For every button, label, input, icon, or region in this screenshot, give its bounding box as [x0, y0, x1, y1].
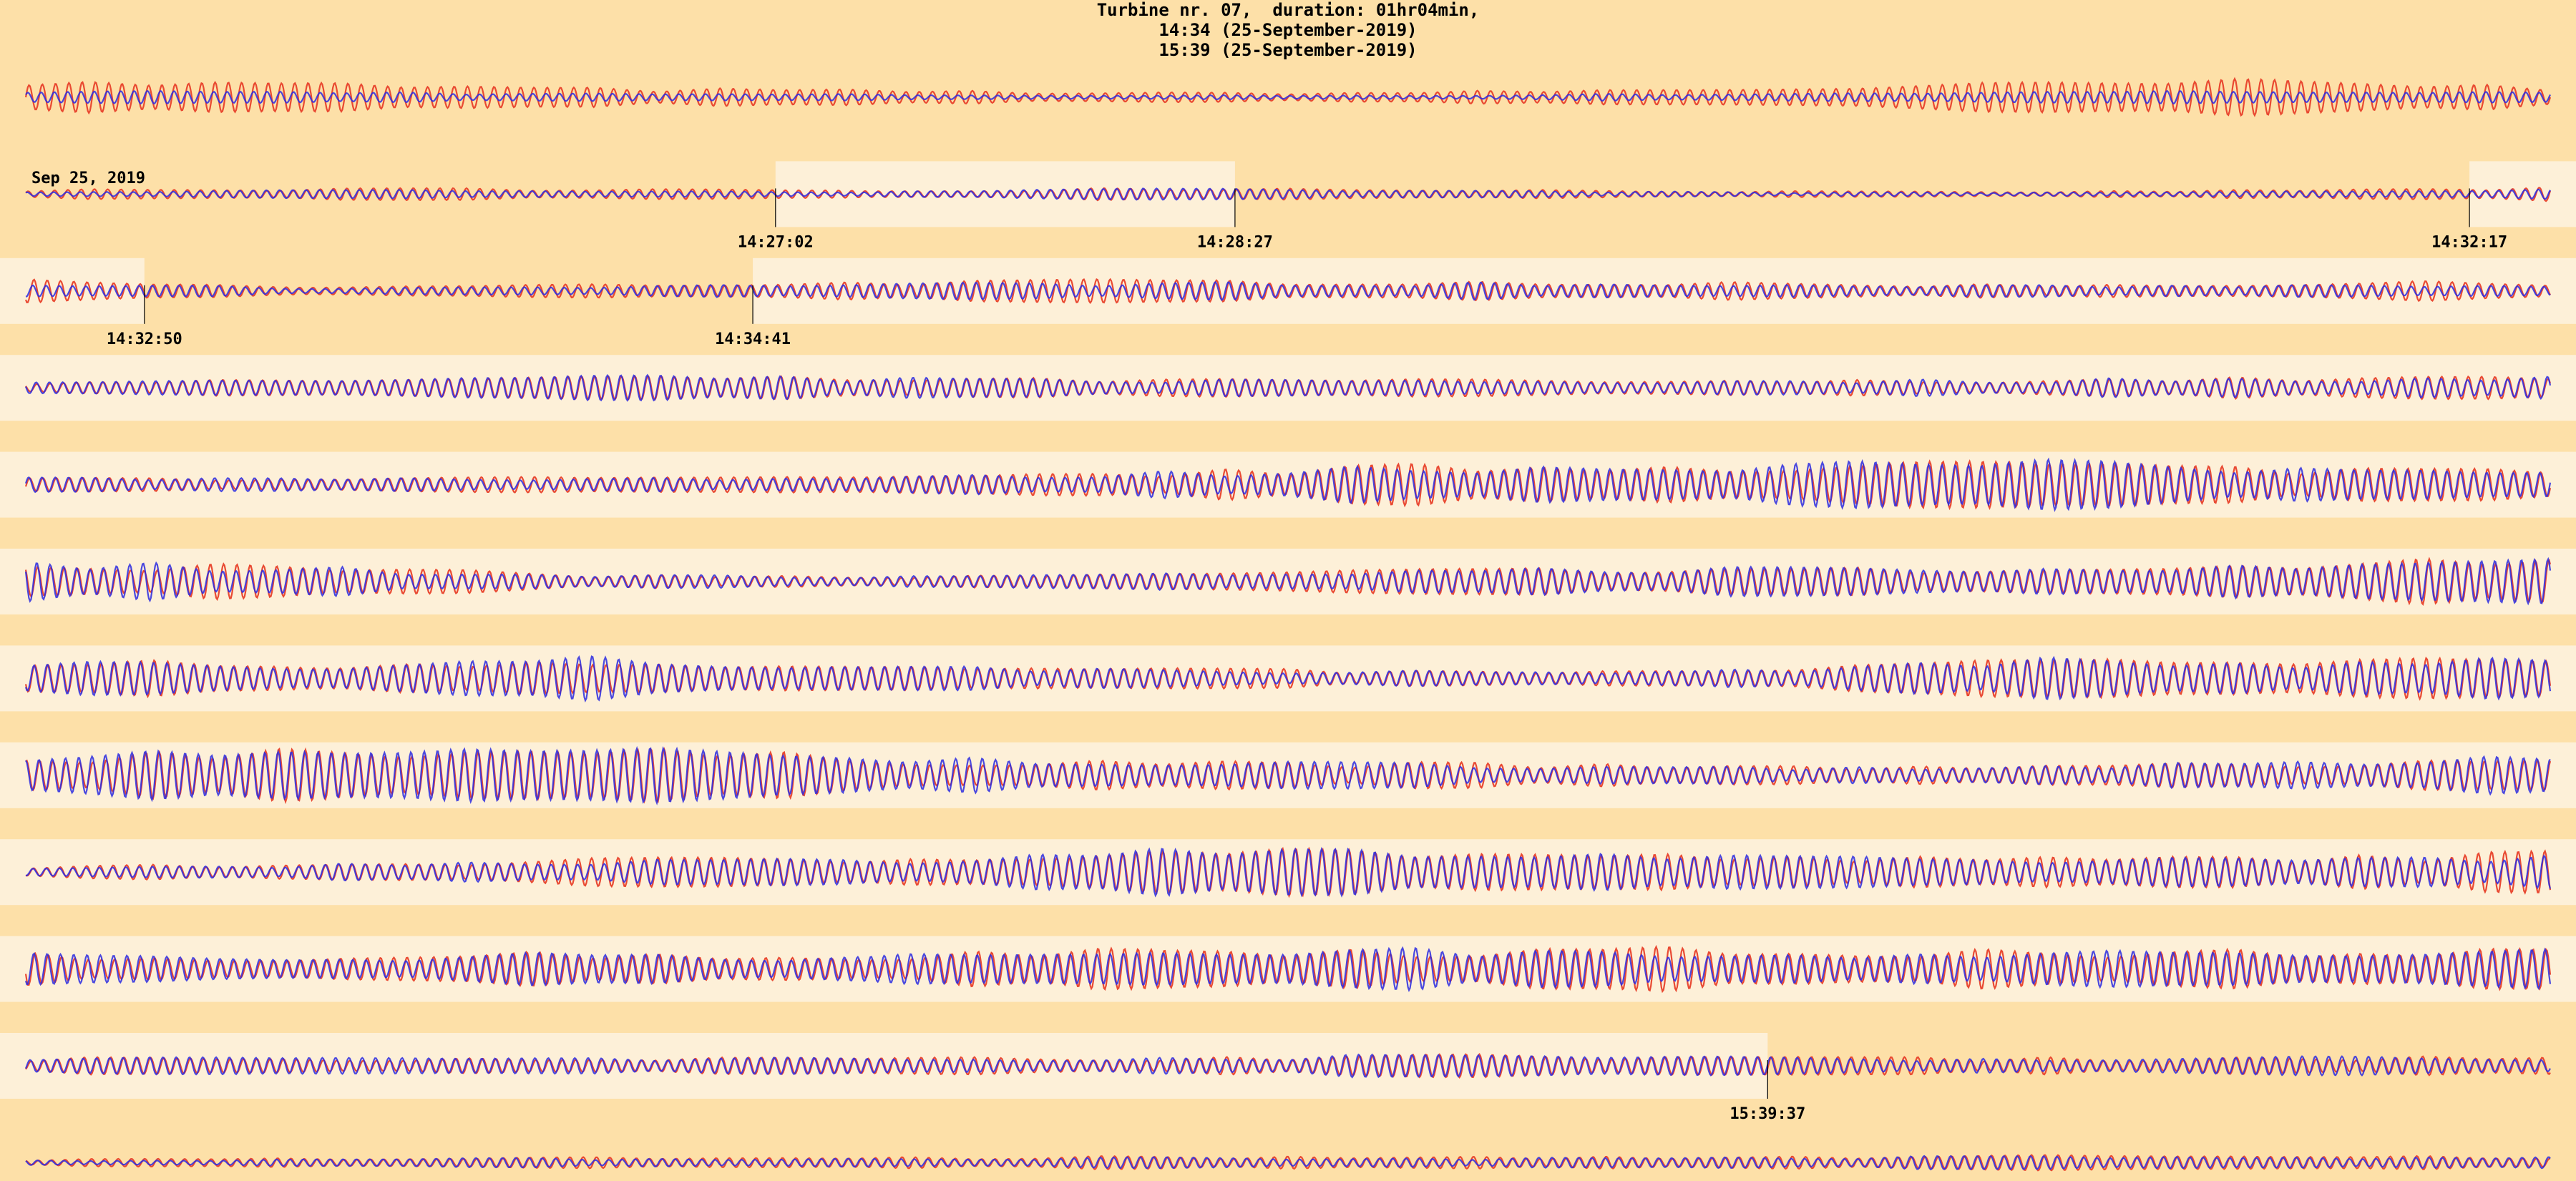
- trace-row-11-blue: [25, 1155, 2551, 1171]
- waveform-traces: [24, 77, 2552, 1172]
- trace-row-2-blue: [25, 280, 2551, 301]
- trace-row-1-blue: [25, 187, 2551, 201]
- trace-row-7-blue: [25, 745, 2551, 805]
- trace-row-10-red: [25, 1053, 2551, 1079]
- highlight-band-0: [775, 161, 1235, 227]
- trace-row-6-blue: [24, 655, 2552, 703]
- trace-row-5-blue: [24, 557, 2552, 606]
- trace-row-10-blue: [24, 1053, 2551, 1079]
- trace-row-4-blue: [24, 457, 2552, 512]
- trace-row-3-blue: [24, 373, 2552, 402]
- time-markers: 14:27:02 14:28:27 14:32:17 14:32:50 14:34:41…: [107, 188, 2507, 1123]
- date-label: Sep 25, 2019: [31, 170, 145, 187]
- trace-row-9-blue: [24, 946, 2552, 993]
- time-marker-label-4: 14:34:41: [715, 330, 791, 348]
- time-marker-label-2: 14:32:17: [2431, 233, 2507, 251]
- title-line-2: 14:34 (25-September-2019): [1158, 20, 1418, 40]
- title-line-1: Turbine nr. 07, duration: 01hr04min,: [1096, 0, 1480, 20]
- time-marker-label-3: 14:32:50: [107, 330, 182, 348]
- time-marker-label-1: 14:28:27: [1197, 233, 1273, 251]
- trace-row-0-blue: [25, 89, 2551, 105]
- highlight-band-2: [0, 258, 145, 324]
- time-marker-label-0: 14:27:02: [738, 233, 814, 251]
- title-line-3: 15:39 (25-September-2019): [1158, 40, 1418, 60]
- time-marker-label-5: 15:39:37: [1729, 1105, 1805, 1123]
- trace-row-8-blue: [26, 846, 2552, 898]
- chart-title: Turbine nr. 07, duration: 01hr04min, 14:…: [0, 0, 2576, 60]
- trace-row-1-red: [25, 187, 2552, 202]
- highlight-bands: [0, 161, 2576, 1099]
- highlight-band-8: [0, 742, 2576, 808]
